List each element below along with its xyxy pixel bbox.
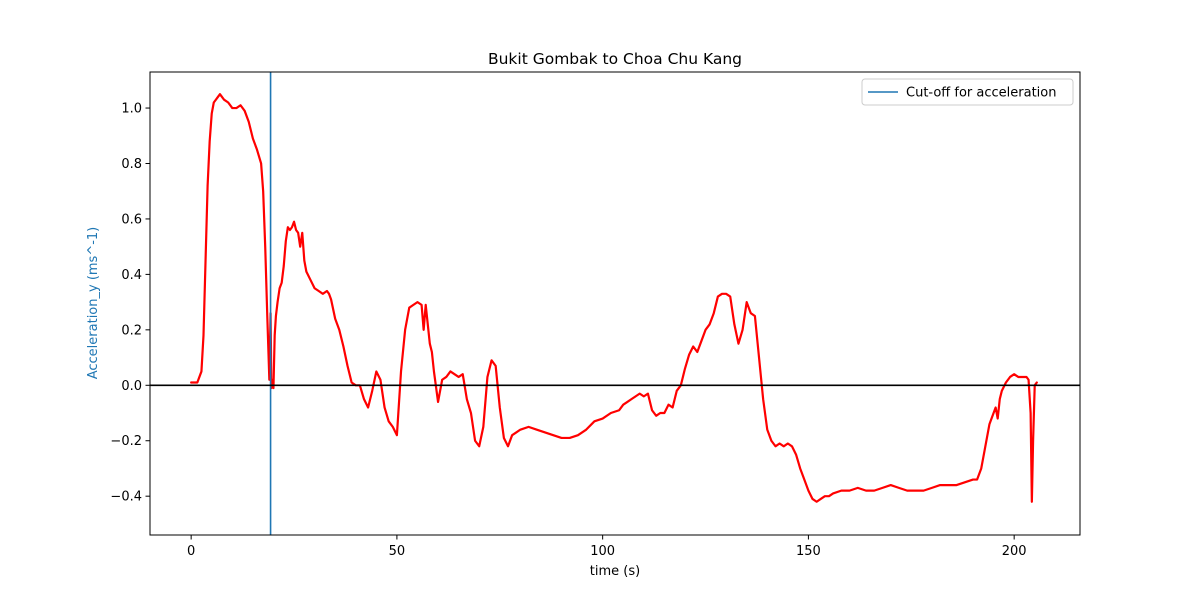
legend-box	[861, 78, 1074, 106]
y-tick-label: 0.4	[121, 268, 142, 283]
series-line-0	[190, 93, 1038, 503]
y-tick-label: 0.6	[121, 212, 142, 227]
y-tick-label: 0.0	[121, 379, 142, 394]
chart-title: Bukit Gombak to Choa Chu Kang	[488, 50, 742, 68]
y-tick-label: −0.4	[110, 490, 142, 505]
plot-area	[150, 72, 1080, 535]
legend: Cut-off for acceleration	[861, 78, 1074, 106]
y-tick-label: 0.8	[121, 157, 142, 172]
y-tick-label: 1.0	[121, 102, 142, 117]
series-layer	[190, 93, 1038, 503]
legend-label: Cut-off for acceleration	[906, 86, 1056, 101]
x-tick-label: 0	[187, 544, 195, 559]
plot-frame	[149, 71, 1081, 536]
x-axis-ticks: 0 50 100 150 200	[187, 535, 1027, 559]
x-tick-label: 200	[1002, 544, 1027, 559]
x-tick-label: 50	[389, 544, 406, 559]
x-tick-label: 150	[796, 544, 821, 559]
y-axis-label: Acceleration_y (ms^-1)	[86, 227, 101, 380]
x-axis-label: time (s)	[590, 564, 640, 579]
x-tick-label: 100	[590, 544, 615, 559]
reference-lines	[150, 72, 1080, 535]
y-tick-label: −0.2	[110, 434, 142, 449]
y-tick-label: 0.2	[121, 323, 142, 338]
y-axis-ticks: −0.4 −0.2 0.0 0.2 0.4 0.6 0.8 1.0	[110, 102, 150, 505]
